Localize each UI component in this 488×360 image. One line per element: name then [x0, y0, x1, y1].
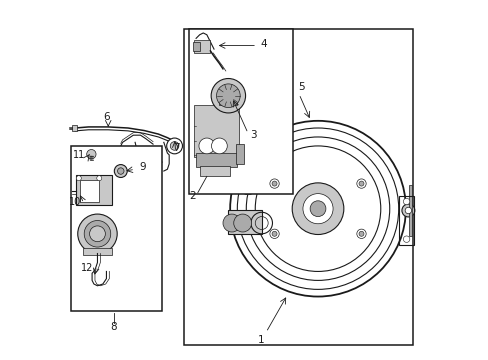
Text: 7: 7: [173, 143, 179, 153]
Circle shape: [403, 198, 409, 205]
Bar: [399, 196, 413, 244]
Circle shape: [166, 138, 182, 154]
Circle shape: [358, 181, 363, 186]
Text: 12: 12: [81, 263, 93, 273]
Bar: [76, 175, 112, 205]
Text: 3: 3: [250, 130, 256, 140]
Circle shape: [356, 229, 366, 238]
Circle shape: [216, 84, 240, 108]
Text: 5: 5: [298, 82, 305, 92]
Circle shape: [117, 168, 124, 174]
Text: 1: 1: [257, 334, 264, 345]
Bar: [235, 144, 244, 164]
Bar: [408, 185, 411, 235]
Circle shape: [401, 204, 414, 217]
Text: 6: 6: [103, 112, 109, 122]
Bar: [80, 180, 99, 202]
Circle shape: [405, 207, 411, 214]
Circle shape: [271, 181, 277, 186]
Circle shape: [309, 201, 325, 217]
Ellipse shape: [243, 190, 252, 195]
Bar: [228, 211, 262, 234]
Circle shape: [269, 179, 279, 188]
Circle shape: [403, 236, 409, 242]
Text: 10: 10: [69, 197, 81, 207]
Circle shape: [76, 176, 81, 181]
Circle shape: [89, 226, 105, 242]
Text: 11: 11: [73, 150, 85, 160]
Text: 8: 8: [110, 322, 117, 332]
Circle shape: [356, 179, 366, 188]
Bar: [194, 40, 210, 53]
Circle shape: [86, 149, 96, 159]
Circle shape: [78, 214, 117, 253]
Bar: [70, 146, 162, 311]
Circle shape: [269, 229, 279, 238]
Circle shape: [358, 231, 363, 236]
Circle shape: [303, 194, 332, 224]
Circle shape: [170, 141, 179, 150]
Circle shape: [97, 176, 102, 181]
Bar: [183, 30, 412, 345]
Bar: [194, 105, 239, 157]
Circle shape: [114, 165, 127, 177]
Circle shape: [199, 138, 214, 154]
Circle shape: [223, 214, 241, 232]
Bar: [219, 90, 237, 105]
Circle shape: [211, 78, 245, 113]
Bar: [192, 42, 199, 51]
Circle shape: [84, 221, 110, 247]
Bar: [188, 30, 292, 194]
Circle shape: [292, 183, 343, 234]
Text: 4: 4: [261, 39, 267, 49]
Text: 9: 9: [139, 162, 145, 172]
Text: 2: 2: [189, 191, 195, 201]
Bar: [72, 125, 77, 131]
Bar: [83, 248, 112, 255]
Circle shape: [211, 138, 227, 154]
Bar: [199, 166, 230, 176]
Circle shape: [233, 214, 251, 232]
Circle shape: [271, 231, 277, 236]
Bar: [196, 153, 237, 167]
